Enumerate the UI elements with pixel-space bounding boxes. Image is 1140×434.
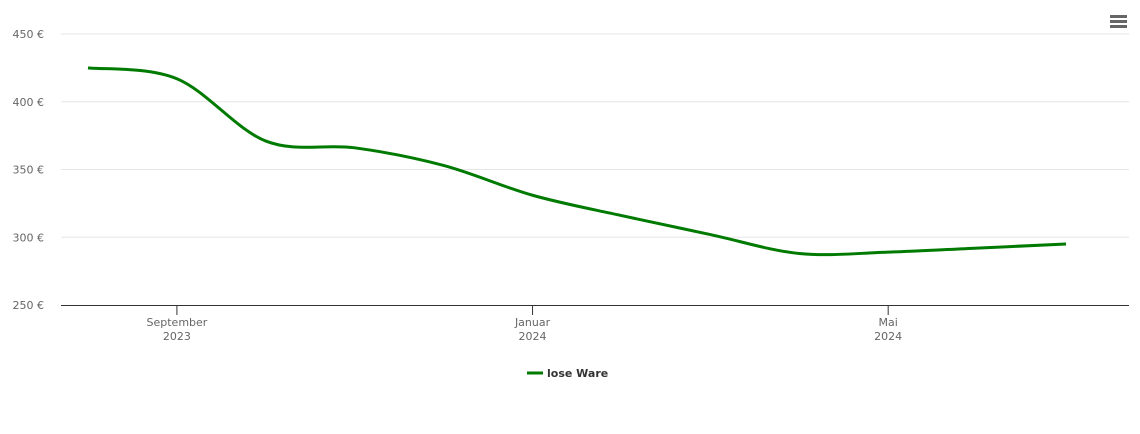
x-tick-label-line: Januar — [514, 316, 551, 329]
x-tick-label-line: 2023 — [163, 330, 191, 343]
x-tick-label-line: Mai — [879, 316, 898, 329]
x-tick-label-line: September — [147, 316, 208, 329]
menu-bar — [1110, 20, 1127, 23]
x-tick-label-line: 2024 — [519, 330, 547, 343]
y-tick-label: 400 € — [13, 96, 45, 109]
menu-bar — [1110, 25, 1127, 28]
x-tick-label: September 2023 — [147, 316, 208, 343]
y-tick-label: 350 € — [13, 164, 45, 177]
x-tick-label: Mai 2024 — [874, 316, 902, 343]
line-series — [87, 66, 1067, 257]
menu-button[interactable] — [1110, 15, 1127, 28]
x-tick-label: Januar 2024 — [514, 316, 551, 343]
y-tick-label: 450 € — [13, 28, 45, 41]
y-tick-label: 300 € — [13, 231, 45, 244]
menu-bar — [1110, 15, 1127, 18]
legend-label: lose Ware — [547, 367, 608, 380]
x-tick-label-line: 2024 — [874, 330, 902, 343]
legend-item[interactable]: lose Ware — [527, 367, 608, 380]
y-tick-label: 250 € — [13, 299, 45, 312]
